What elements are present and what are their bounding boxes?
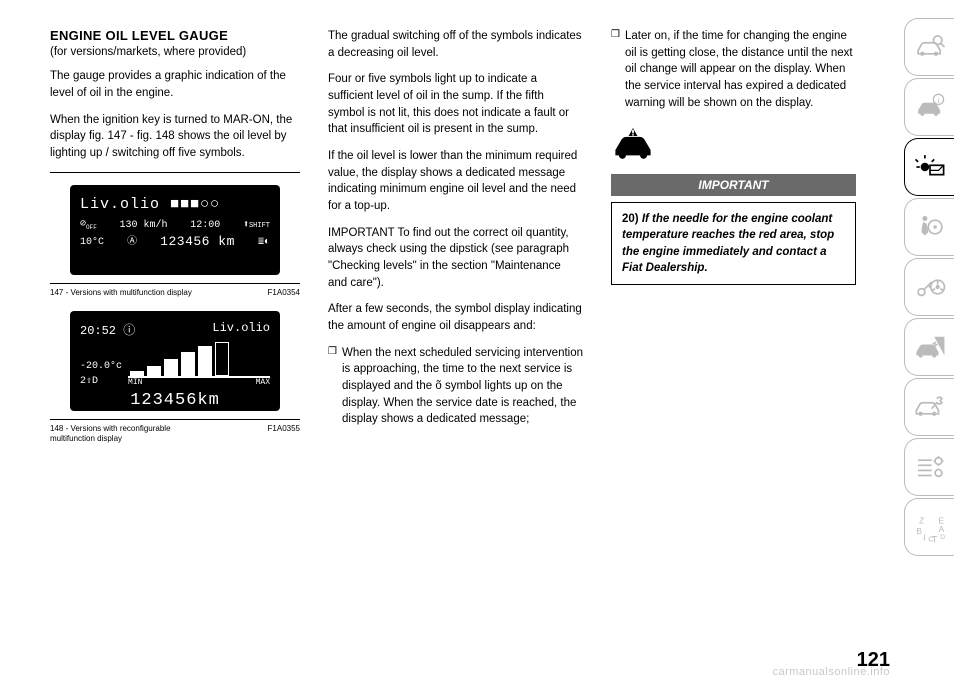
car-wrench-icon xyxy=(913,390,947,424)
max-label: MAX xyxy=(256,378,270,387)
list-item: Later on, if the time for changing the e… xyxy=(611,28,856,111)
airbag-icon xyxy=(913,210,947,244)
watermark: carmanualsonline.info xyxy=(772,666,890,678)
car-magnify-icon xyxy=(913,30,947,64)
caption-text: 148 - Versions with reconfigurable multi… xyxy=(50,424,200,443)
sidebar-item[interactable] xyxy=(904,438,954,496)
sidebar-item[interactable] xyxy=(904,18,954,76)
column-2: The gradual switching off of the symbols… xyxy=(328,28,583,686)
bottom-row: 10°C Ⓐ 123456 km ≣◐ xyxy=(80,234,270,251)
sidebar-item[interactable] xyxy=(904,258,954,316)
column-3: Later on, if the time for changing the e… xyxy=(611,28,856,686)
caption-text: 147 - Versions with multifunction displa… xyxy=(50,288,192,298)
paragraph: Four or five symbols light up to indicat… xyxy=(328,71,583,138)
top-row: 20:52 ⓘ Liv.olio xyxy=(80,321,270,338)
off-icon: ⊘OFF xyxy=(80,218,97,232)
level-bar xyxy=(198,346,212,377)
svg-text:I: I xyxy=(923,533,925,543)
important-box: 20) If the needle for the engine coolant… xyxy=(611,202,856,284)
display-screenshot-2: 20:52 ⓘ Liv.olio -20.0°c 2⇧D MIN MAX xyxy=(70,311,280,411)
svg-text:Z: Z xyxy=(918,516,923,526)
subheading: (for versions/markets, where provided) xyxy=(50,46,300,58)
paragraph: After a few seconds, the symbol display … xyxy=(328,301,583,334)
shift-label: ⬆SHIFT xyxy=(243,219,270,232)
svg-text:B: B xyxy=(916,526,922,536)
temp-value: 10°C xyxy=(80,236,104,249)
odometer: 123456 km xyxy=(160,234,235,251)
heading-oil-gauge: ENGINE OIL LEVEL GAUGE xyxy=(50,28,300,44)
status-row: ⊘OFF 130 km/h 12:00 ⬆SHIFT xyxy=(80,218,270,232)
min-max-labels: MIN MAX xyxy=(128,378,270,387)
mode-icon: Ⓐ xyxy=(127,236,137,249)
svg-text:A: A xyxy=(938,524,944,534)
level-bar xyxy=(130,371,144,376)
level-bars xyxy=(128,342,270,378)
list-item: When the next scheduled servicing interv… xyxy=(328,345,583,428)
oil-level-text: Liv.olio ■■■○○ xyxy=(80,195,270,215)
svg-text:i: i xyxy=(937,96,939,105)
content-area: ENGINE OIL LEVEL GAUGE (for versions/mar… xyxy=(0,0,904,686)
paragraph: When the ignition key is turned to MAR-O… xyxy=(50,112,300,162)
paragraph: IMPORTANT To find out the correct oil qu… xyxy=(328,225,583,292)
svg-text:T: T xyxy=(931,534,937,544)
odometer: 123456km xyxy=(80,391,270,410)
paragraph: If the oil level is lower than the minim… xyxy=(328,148,583,215)
letters-icon: ZEBADICT xyxy=(913,510,947,544)
figure-caption: 148 - Versions with reconfigurable multi… xyxy=(50,419,300,443)
sidebar-item[interactable]: i xyxy=(904,78,954,136)
sidebar-item[interactable] xyxy=(904,138,954,196)
sidebar-item[interactable] xyxy=(904,198,954,256)
gear-value: 2⇧D xyxy=(80,375,122,387)
level-bar xyxy=(215,342,229,376)
paragraph: The gradual switching off of the symbols… xyxy=(328,28,583,61)
important-text: If the needle for the engine coolant tem… xyxy=(622,213,834,273)
oil-title: Liv.olio xyxy=(212,321,270,338)
figure-147: Liv.olio ■■■○○ ⊘OFF 130 km/h 12:00 ⬆SHIF… xyxy=(50,185,300,298)
warning-icon-wrap xyxy=(611,125,856,166)
level-bar xyxy=(181,352,195,376)
caption-code: F1A0354 xyxy=(268,288,300,298)
figure-caption: 147 - Versions with multifunction displa… xyxy=(50,283,300,298)
speed-value: 130 km/h xyxy=(120,219,168,232)
min-label: MIN xyxy=(128,378,142,387)
figure-148: 20:52 ⓘ Liv.olio -20.0°c 2⇧D MIN MAX xyxy=(50,311,300,443)
left-stats: -20.0°c 2⇧D xyxy=(80,361,122,387)
temp-value: -20.0°c xyxy=(80,361,122,372)
sidebar-item[interactable] xyxy=(904,318,954,376)
important-header: IMPORTANT xyxy=(611,174,856,196)
svg-text:D: D xyxy=(940,534,945,541)
car-info-icon: i xyxy=(913,90,947,124)
caption-code: F1A0355 xyxy=(268,424,300,443)
level-bar xyxy=(147,366,161,376)
car-warning-icon xyxy=(611,125,655,161)
sidebar-item[interactable]: ZEBADICT xyxy=(904,498,954,556)
warning-light-icon xyxy=(913,150,947,184)
sidebar: iZEBADICT xyxy=(904,0,960,686)
divider xyxy=(50,172,300,173)
column-1: ENGINE OIL LEVEL GAUGE (for versions/mar… xyxy=(50,28,300,686)
important-number: 20) xyxy=(622,213,639,225)
level-bar xyxy=(164,359,178,376)
sidebar-item[interactable] xyxy=(904,378,954,436)
headlight-icon: ≣◐ xyxy=(258,236,270,249)
car-crash-icon xyxy=(913,330,947,364)
display-screenshot-1: Liv.olio ■■■○○ ⊘OFF 130 km/h 12:00 ⬆SHIF… xyxy=(70,185,280,275)
list-gear-icon xyxy=(913,450,947,484)
paragraph: The gauge provides a graphic indication … xyxy=(50,68,300,101)
time-value: 12:00 xyxy=(190,219,220,232)
mid-row: -20.0°c 2⇧D MIN MAX xyxy=(80,342,270,387)
page: ENGINE OIL LEVEL GAUGE (for versions/mar… xyxy=(0,0,960,686)
key-wheel-icon xyxy=(913,270,947,304)
time-value: 20:52 ⓘ xyxy=(80,321,135,338)
